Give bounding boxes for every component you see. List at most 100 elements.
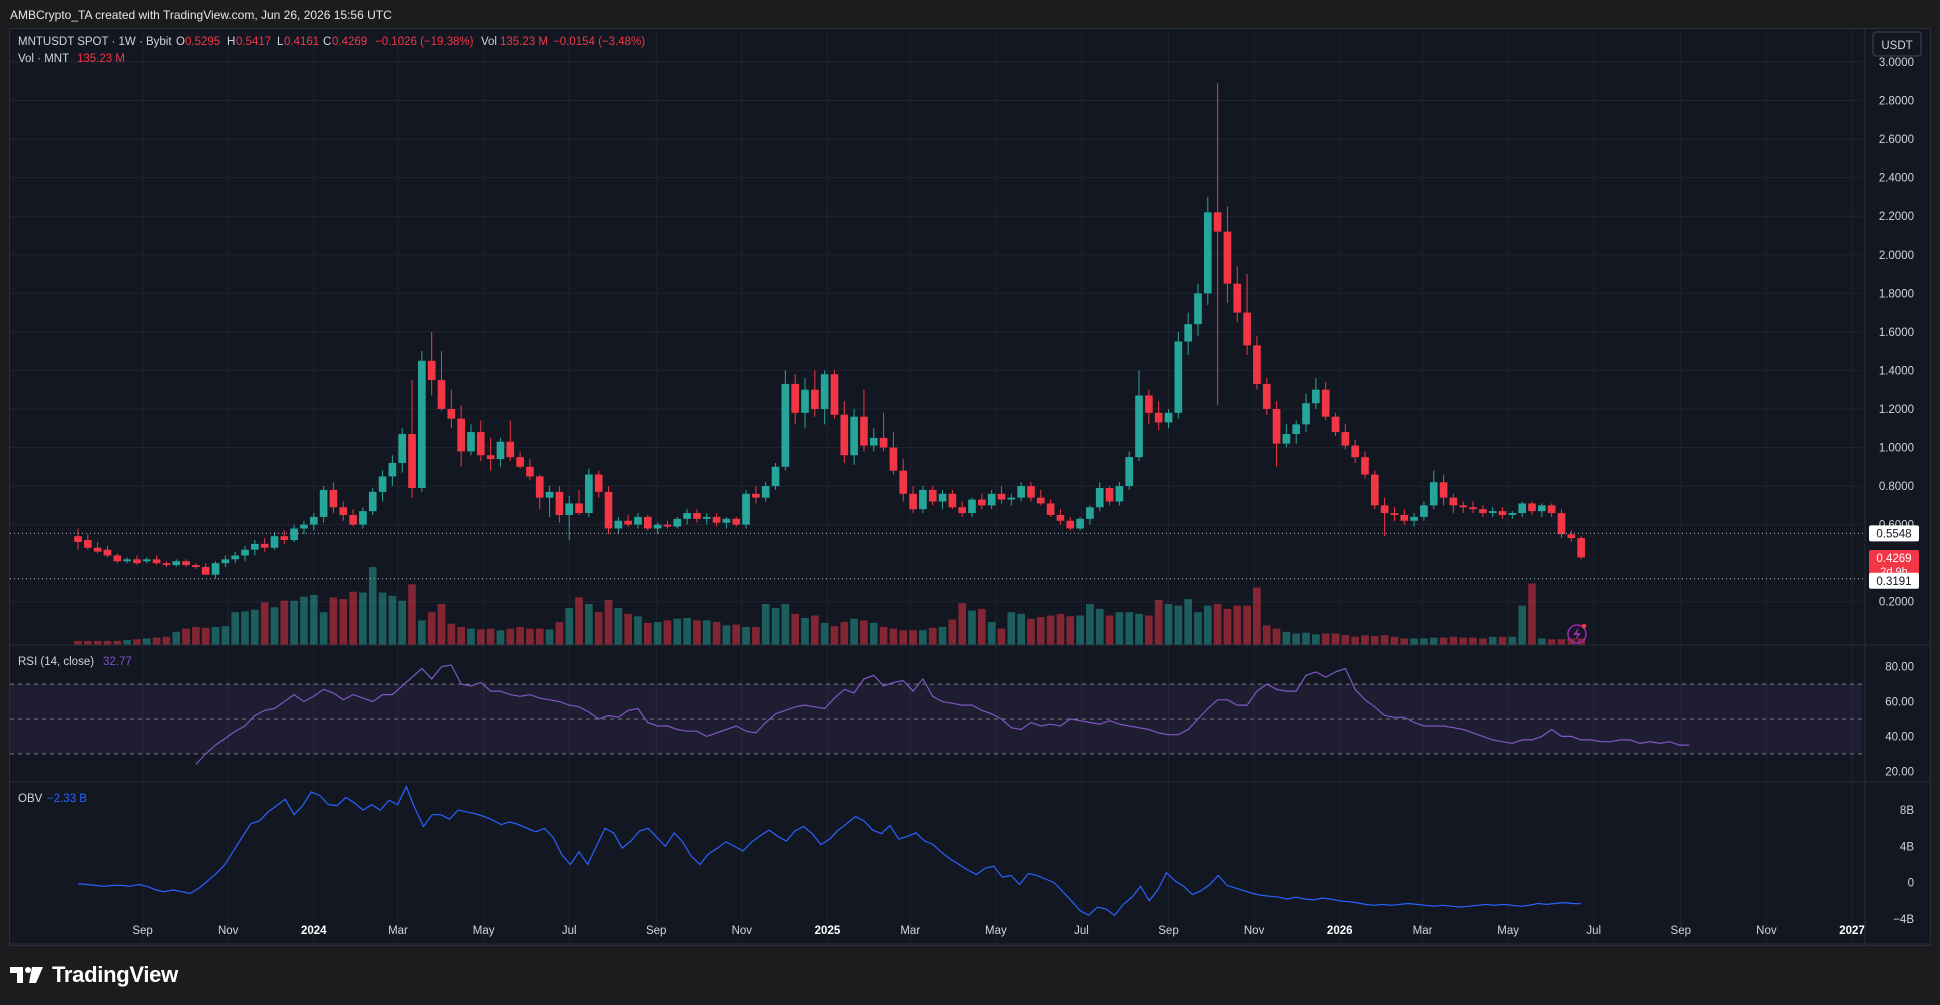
volume-bar xyxy=(418,620,426,645)
price-axis-label: 2.2000 xyxy=(1879,211,1914,223)
volume-bar xyxy=(1557,639,1566,645)
low-value: 0.4161 xyxy=(284,36,319,48)
volume-bar xyxy=(260,602,269,645)
obv-legend-label[interactable]: OBV xyxy=(18,793,43,805)
volume-bar xyxy=(467,628,475,645)
candle-body xyxy=(1135,395,1143,458)
candle-body xyxy=(732,518,741,525)
volume-bar xyxy=(457,626,465,645)
candle-body xyxy=(1518,503,1527,514)
price-axis-label: 1.4000 xyxy=(1879,365,1914,377)
volume-bar xyxy=(1498,636,1507,645)
volume-bar xyxy=(1439,637,1448,645)
volume-legend-label[interactable]: Vol · MNT xyxy=(18,53,69,65)
time-axis-label: May xyxy=(1497,925,1519,937)
replay-icon[interactable] xyxy=(1567,623,1587,644)
candle-body xyxy=(1272,408,1281,444)
vol-label: Vol xyxy=(481,36,497,48)
volume-bar xyxy=(133,639,141,645)
volume-bar xyxy=(1184,599,1192,645)
volume-bar xyxy=(74,640,82,645)
volume-legend-value: 135.23 M xyxy=(77,53,125,65)
time-axis-label: Mar xyxy=(388,925,408,937)
volume-bar xyxy=(545,629,554,645)
candle-body xyxy=(1321,389,1330,417)
volume-bar xyxy=(830,626,839,645)
volume-bar xyxy=(1341,635,1350,645)
candle-body xyxy=(1302,403,1310,425)
volume-bar xyxy=(182,628,190,645)
volume-bar xyxy=(781,604,790,645)
time-axis-label: Mar xyxy=(1413,925,1433,937)
candles[interactable] xyxy=(74,83,1585,579)
volume-bar xyxy=(889,628,898,645)
candle-body xyxy=(103,549,112,556)
candle-body xyxy=(133,559,141,564)
volume-bar xyxy=(575,597,583,645)
candle-body xyxy=(378,476,387,492)
volume-bar xyxy=(1145,615,1153,645)
candle-body xyxy=(1164,412,1173,423)
volume-bar xyxy=(1115,612,1124,645)
symbol-label[interactable]: MNTUSDT SPOT · 1W · Bybit xyxy=(18,36,172,48)
volume-bar xyxy=(850,618,858,645)
candle-body xyxy=(162,563,171,566)
volume-bar xyxy=(1302,632,1310,645)
volume-bar xyxy=(526,628,534,645)
volume-bar xyxy=(113,640,122,645)
brand-footer[interactable]: TradingView xyxy=(10,958,178,992)
high-value: 0.5417 xyxy=(236,36,271,48)
volume-bar xyxy=(928,627,937,645)
volume-bar xyxy=(1380,635,1389,645)
volume-bar xyxy=(693,620,701,645)
candle-body xyxy=(467,432,475,452)
candle-body xyxy=(869,437,878,446)
volume-bar xyxy=(1056,613,1065,645)
candle-body xyxy=(604,491,613,529)
candle-body xyxy=(909,493,917,510)
candle-body xyxy=(997,493,1006,500)
candle-body xyxy=(1390,513,1399,515)
currency-button[interactable]: USDT xyxy=(1872,31,1922,57)
candle-body xyxy=(221,559,230,564)
volume-bar xyxy=(201,627,210,645)
candle-body xyxy=(1253,345,1261,384)
volume-bar xyxy=(909,630,917,645)
candle-body xyxy=(339,507,348,515)
pane-lines xyxy=(10,29,1930,945)
volume-bar xyxy=(398,600,407,645)
attribution-bar: AMBCrypto_TA created with TradingView.co… xyxy=(0,0,1940,28)
volume-bar xyxy=(1351,636,1359,645)
volume-bar xyxy=(879,626,888,645)
indicator-lines xyxy=(77,664,1690,917)
vol-change: −0.0154 (−3.48%) xyxy=(553,36,645,48)
change-value: −0.1026 (−19.38%) xyxy=(375,36,474,48)
volume-bar xyxy=(486,628,495,645)
candle-body xyxy=(1439,482,1448,498)
candle-body xyxy=(1076,518,1084,529)
volume-bar xyxy=(1449,636,1458,645)
volume-bar xyxy=(408,584,416,645)
candle-body xyxy=(791,383,800,413)
candle-body xyxy=(919,489,927,510)
candle-body xyxy=(1528,503,1536,512)
high-label: H xyxy=(227,36,235,48)
candle-body xyxy=(928,489,937,502)
candle-body xyxy=(693,513,701,519)
candle-body xyxy=(1400,514,1409,521)
upper-price-tag: 0.5548 xyxy=(1876,528,1911,540)
volume-bar xyxy=(152,637,161,645)
volume-bar xyxy=(319,612,328,645)
candle-body xyxy=(241,549,249,556)
volume-bar xyxy=(1321,633,1330,645)
volume-bar xyxy=(339,599,348,645)
volume-bar xyxy=(142,638,151,645)
volume-bar xyxy=(349,591,357,645)
volume-bar xyxy=(810,615,819,645)
currency-button-label[interactable]: USDT xyxy=(1881,40,1912,52)
upper-price-tag-bg xyxy=(1869,525,1919,542)
rsi-legend-label[interactable]: RSI (14, close) xyxy=(18,656,94,668)
volume-bar xyxy=(1361,635,1369,645)
